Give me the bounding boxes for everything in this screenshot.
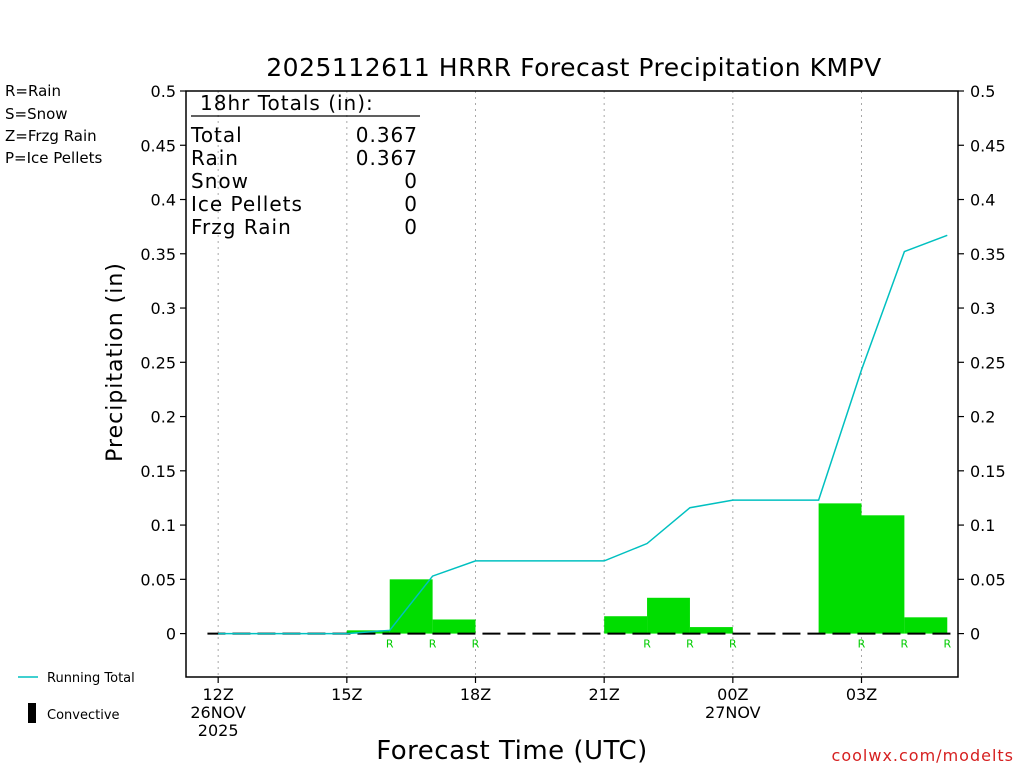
totals-frzg-rain-label: Frzg Rain [191,215,292,239]
x-tick-label-2-0: 18Z [460,685,491,704]
precip-bar-10 [604,616,648,634]
y-axis-left: 0 0.05 0.1 0.15 0.2 0.25 0.3 0.35 0.4 0.45 0.5 [140,82,186,644]
y-tick-label-left-4: 0.2 [151,408,176,427]
y-tick-label-right-6: 0.3 [970,299,995,318]
precip-bar-17 [904,617,948,634]
precip-type-label-10: R [643,638,651,651]
site-credit: coolwx.com/modelts [832,746,1014,765]
totals-ice-pellets-value: 0 [404,192,418,216]
x-tick-label-0-2: 2025 [198,721,239,740]
x-tick-label-4-1: 27NOV [705,703,761,722]
type-legend-snow: S=Snow [5,105,68,123]
x-tick-label-3-0: 21Z [589,685,620,704]
y-tick-label-left-3: 0.15 [140,462,176,481]
precip-bar-16 [861,515,905,634]
precip-type-label-5: R [429,638,437,651]
y-tick-label-right-5: 0.25 [970,353,1006,372]
y-tick-label-left-5: 0.25 [140,353,176,372]
bars [346,503,948,634]
y-tick-label-left-8: 0.4 [151,191,176,210]
totals-rain-value: 0.367 [356,146,418,170]
y-tick-label-right-7: 0.35 [970,245,1006,264]
y-tick-label-left-10: 0.5 [151,82,176,101]
type-legend-rain: R=Rain [5,82,61,100]
convective-legend-label: Convective [47,708,120,723]
precip-bar-11 [647,597,690,634]
running-total-legend-label: Running Total [47,671,135,686]
type-legend-ice-pellets: P=Ice Pellets [5,149,102,167]
x-tick-label-1-0: 15Z [331,685,362,704]
y-tick-label-right-1: 0.05 [970,570,1006,589]
totals-frzg-rain-value: 0 [404,215,418,239]
precip-type-label-11: R [686,638,694,651]
y-tick-label-right-2: 0.1 [970,516,995,535]
precip-type-label-15: R [858,638,866,651]
y-tick-label-right-4: 0.2 [970,408,995,427]
totals-ice-pellets-label: Ice Pellets [191,192,303,216]
type-legend: R=Rain S=Snow Z=Frzg Rain P=Ice Pellets [5,82,102,167]
x-axis-title: Forecast Time (UTC) [376,736,648,766]
y-tick-label-left-0: 0 [166,625,176,644]
convective-swatch [28,703,36,723]
totals-box: 18hr Totals (in): Total 0.367 Rain 0.367… [190,91,420,239]
totals-rain-label: Rain [191,146,239,170]
x-tick-label-4-0: 00Z [717,685,748,704]
precip-type-label-12: R [729,638,737,651]
totals-snow-value: 0 [404,169,418,193]
x-tick-label-5-0: 03Z [846,685,877,704]
precip-type-label-16: R [901,638,909,651]
type-legend-frzg-rain: Z=Frzg Rain [5,127,97,145]
y-tick-label-left-2: 0.1 [151,516,176,535]
y-tick-label-right-8: 0.4 [970,191,995,210]
precip-bar-6 [432,619,476,634]
totals-total-label: Total [190,123,243,147]
y-tick-label-right-10: 0.5 [970,82,995,101]
totals-total-value: 0.367 [356,123,418,147]
y-tick-label-right-9: 0.45 [970,136,1006,155]
y-tick-label-left-1: 0.05 [140,570,176,589]
y-tick-label-left-7: 0.35 [140,245,176,264]
y-tick-label-right-0: 0 [970,625,980,644]
series-legend: Running Total Convective [18,671,135,723]
y-tick-label-left-9: 0.45 [140,136,176,155]
x-tick-label-0-1: 26NOV [190,703,246,722]
totals-snow-label: Snow [191,169,249,193]
running-total-line [218,234,948,635]
y-axis-right: 0 0.05 0.1 0.15 0.2 0.25 0.3 0.35 0.4 0.45 0.5 [958,82,1006,644]
y-tick-label-right-3: 0.15 [970,462,1006,481]
precip-type-label-6: R [472,638,480,651]
chart-title: 2025112611 HRRR Forecast Precipitation K… [266,53,881,82]
y-axis-title: Precipitation (in) [103,262,128,462]
plot-frame [185,90,959,678]
totals-header: 18hr Totals (in): [200,91,374,115]
x-tick-label-0-0: 12Z [203,685,234,704]
y-tick-label-left-6: 0.3 [151,299,176,318]
precip-type-label-17: R [943,638,951,651]
precip-bar-5 [389,579,433,634]
precip-bar-15 [818,503,862,634]
gridlines [217,91,862,677]
precip-bar-12 [689,627,733,634]
precip-type-label-4: R [386,638,394,651]
